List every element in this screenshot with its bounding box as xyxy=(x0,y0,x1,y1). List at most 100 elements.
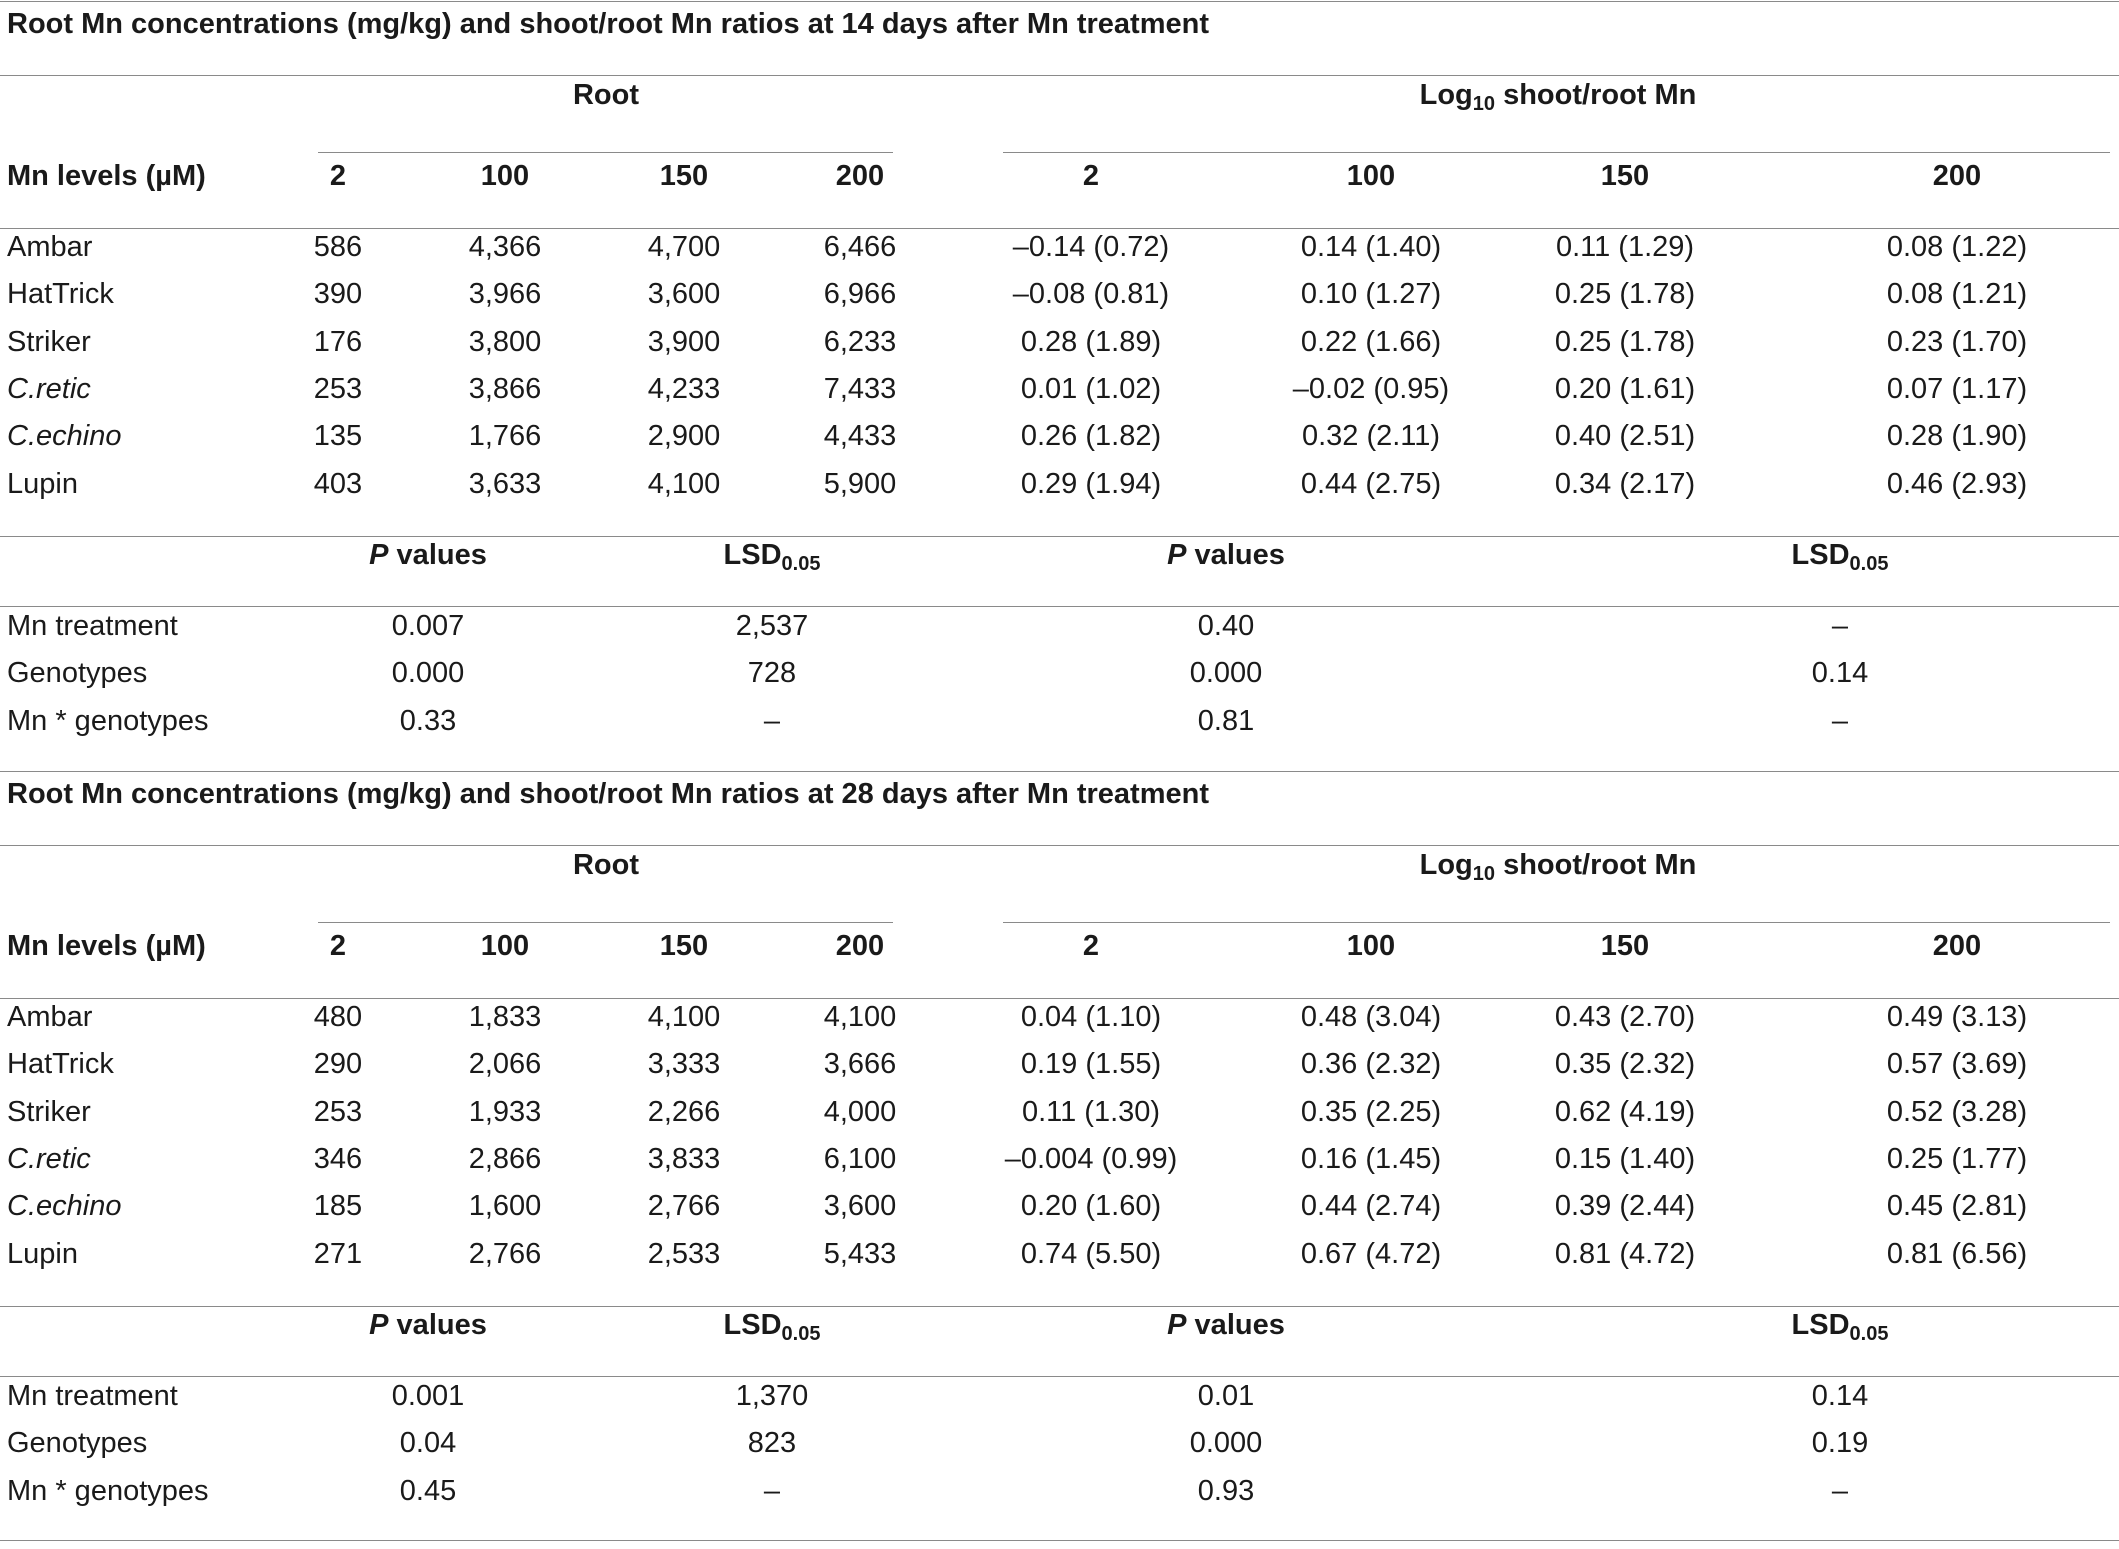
ratio-p-header: P values xyxy=(1167,535,1285,575)
lsd-sub: 0.05 xyxy=(1849,1323,1889,1345)
genotype-name: Ambar xyxy=(7,231,93,263)
root-cell: 4,100 xyxy=(647,467,721,500)
ratio-lsd-value: – xyxy=(1831,704,1849,737)
root-cell: 1,833 xyxy=(468,1001,542,1033)
p-italic: P xyxy=(1167,539,1187,571)
rule-top xyxy=(0,1,2119,2)
root-cell: 4,366 xyxy=(468,231,542,263)
root-cell: 2,766 xyxy=(647,1190,721,1223)
ratio-cell: 0.40 (2.51) xyxy=(1554,420,1696,453)
root-lsd-header: LSD0.05 xyxy=(724,1305,821,1345)
ratio-cell: 0.28 (1.89) xyxy=(1020,325,1162,358)
ratio-cell: 0.07 (1.17) xyxy=(1886,372,2028,405)
ratio-level-header: 150 xyxy=(1600,160,1650,192)
root-cell: 2,266 xyxy=(647,1095,721,1128)
root-cell: 4,100 xyxy=(647,1001,721,1033)
ratio-p-value: 0.81 xyxy=(1197,704,1255,737)
ratio-cell: –0.004 (0.99) xyxy=(1004,1142,1178,1175)
root-lsd-value: 2,537 xyxy=(735,610,809,642)
root-cell: 6,233 xyxy=(823,325,897,358)
ratio-cell: 0.44 (2.75) xyxy=(1300,467,1442,500)
section-title: Root Mn concentrations (mg/kg) and shoot… xyxy=(7,778,1209,810)
root-cell: 3,666 xyxy=(823,1048,897,1081)
stat-name: Mn treatment xyxy=(7,1380,178,1412)
root-level-header: 2 xyxy=(329,160,347,192)
root-cell: 4,000 xyxy=(823,1095,897,1128)
root-cell: 480 xyxy=(313,1001,363,1033)
root-cell: 390 xyxy=(313,278,363,311)
root-cell: 4,433 xyxy=(823,420,897,453)
ratio-p-value: 0.01 xyxy=(1197,1380,1255,1412)
root-level-header: 150 xyxy=(659,160,709,192)
root-cell: 1,766 xyxy=(468,420,542,453)
ratio-cell: 0.34 (2.17) xyxy=(1554,467,1696,500)
group-header-root: Root xyxy=(572,79,640,111)
root-cell: 6,466 xyxy=(823,231,897,263)
ratio-level-header: 2 xyxy=(1082,930,1100,962)
root-p-value: 0.45 xyxy=(399,1474,457,1507)
root-p-header: P values xyxy=(369,1305,487,1345)
root-cell: 4,100 xyxy=(823,1001,897,1033)
root-cell: 253 xyxy=(313,372,363,405)
root-cell: 2,900 xyxy=(647,420,721,453)
ratio-cell: 0.01 (1.02) xyxy=(1020,372,1162,405)
ratio-p-value: 0.000 xyxy=(1189,1427,1263,1460)
rule-under-rows xyxy=(0,1306,2119,1307)
root-lsd-value: 1,370 xyxy=(735,1380,809,1412)
ratio-cell: 0.11 (1.29) xyxy=(1555,231,1695,263)
rule-under-rows xyxy=(0,536,2119,537)
ratio-lsd-value: – xyxy=(1831,1474,1849,1507)
stat-name: Genotypes xyxy=(7,657,148,690)
rule-under-levels xyxy=(0,228,2119,229)
ratio-label: shoot/root Mn xyxy=(1503,849,1697,881)
ratio-cell: 0.20 (1.61) xyxy=(1554,372,1696,405)
root-cell: 3,600 xyxy=(647,278,721,311)
root-cell: 2,866 xyxy=(468,1142,542,1175)
root-p-value: 0.04 xyxy=(399,1427,457,1460)
genotype-name: C.retic xyxy=(7,372,91,405)
ratio-cell: 0.14 (1.40) xyxy=(1300,231,1442,263)
stat-name: Mn * genotypes xyxy=(7,704,209,737)
root-p-value: 0.000 xyxy=(391,657,465,690)
root-level-header: 150 xyxy=(659,930,709,962)
root-cell: 7,433 xyxy=(823,372,897,405)
root-cell: 135 xyxy=(313,420,363,453)
ratio-cell: 0.67 (4.72) xyxy=(1300,1237,1442,1270)
root-cell: 5,900 xyxy=(823,467,897,500)
ratio-cell: 0.11 (1.30) xyxy=(1021,1095,1161,1128)
ratio-cell: –0.02 (0.95) xyxy=(1292,372,1450,405)
root-level-header: 200 xyxy=(835,930,885,962)
ratio-cell: 0.20 (1.60) xyxy=(1020,1190,1162,1223)
log-prefix: Log xyxy=(1419,849,1473,881)
ratio-cell: 0.35 (2.32) xyxy=(1554,1048,1696,1081)
root-cell: 290 xyxy=(313,1048,363,1081)
root-cell: 3,966 xyxy=(468,278,542,311)
ratio-cell: 0.08 (1.22) xyxy=(1886,231,2028,263)
root-cell: 346 xyxy=(313,1142,363,1175)
root-cell: 4,233 xyxy=(647,372,721,405)
ratio-p-header: P values xyxy=(1167,1305,1285,1345)
rule-under-levels xyxy=(0,998,2119,999)
rule-ratio-group xyxy=(1003,922,2110,923)
log-subscript: 10 xyxy=(1472,863,1496,885)
ratio-cell: 0.10 (1.27) xyxy=(1300,278,1442,311)
genotype-name: Lupin xyxy=(7,1237,78,1270)
ratio-cell: 0.29 (1.94) xyxy=(1020,467,1162,500)
ratio-cell: 0.19 (1.55) xyxy=(1020,1048,1162,1081)
root-cell: 1,933 xyxy=(468,1095,542,1128)
root-cell: 3,866 xyxy=(468,372,542,405)
rule-under-stat-header xyxy=(0,1376,2119,1377)
root-cell: 176 xyxy=(313,325,363,358)
ratio-lsd-value: 0.14 xyxy=(1811,657,1869,690)
root-cell: 271 xyxy=(313,1237,363,1270)
ratio-cell: 0.48 (3.04) xyxy=(1300,1001,1442,1033)
ratio-cell: 0.57 (3.69) xyxy=(1886,1048,2028,1081)
ratio-cell: 0.62 (4.19) xyxy=(1554,1095,1696,1128)
ratio-level-header: 200 xyxy=(1932,160,1982,192)
ratio-cell: 0.35 (2.25) xyxy=(1300,1095,1442,1128)
rule-ratio-group xyxy=(1003,152,2110,153)
group-header-ratio: Log10 shoot/root Mn xyxy=(1420,845,1697,885)
ratio-cell: 0.39 (2.44) xyxy=(1554,1190,1696,1223)
root-p-header: P values xyxy=(369,535,487,575)
root-cell: 2,066 xyxy=(468,1048,542,1081)
